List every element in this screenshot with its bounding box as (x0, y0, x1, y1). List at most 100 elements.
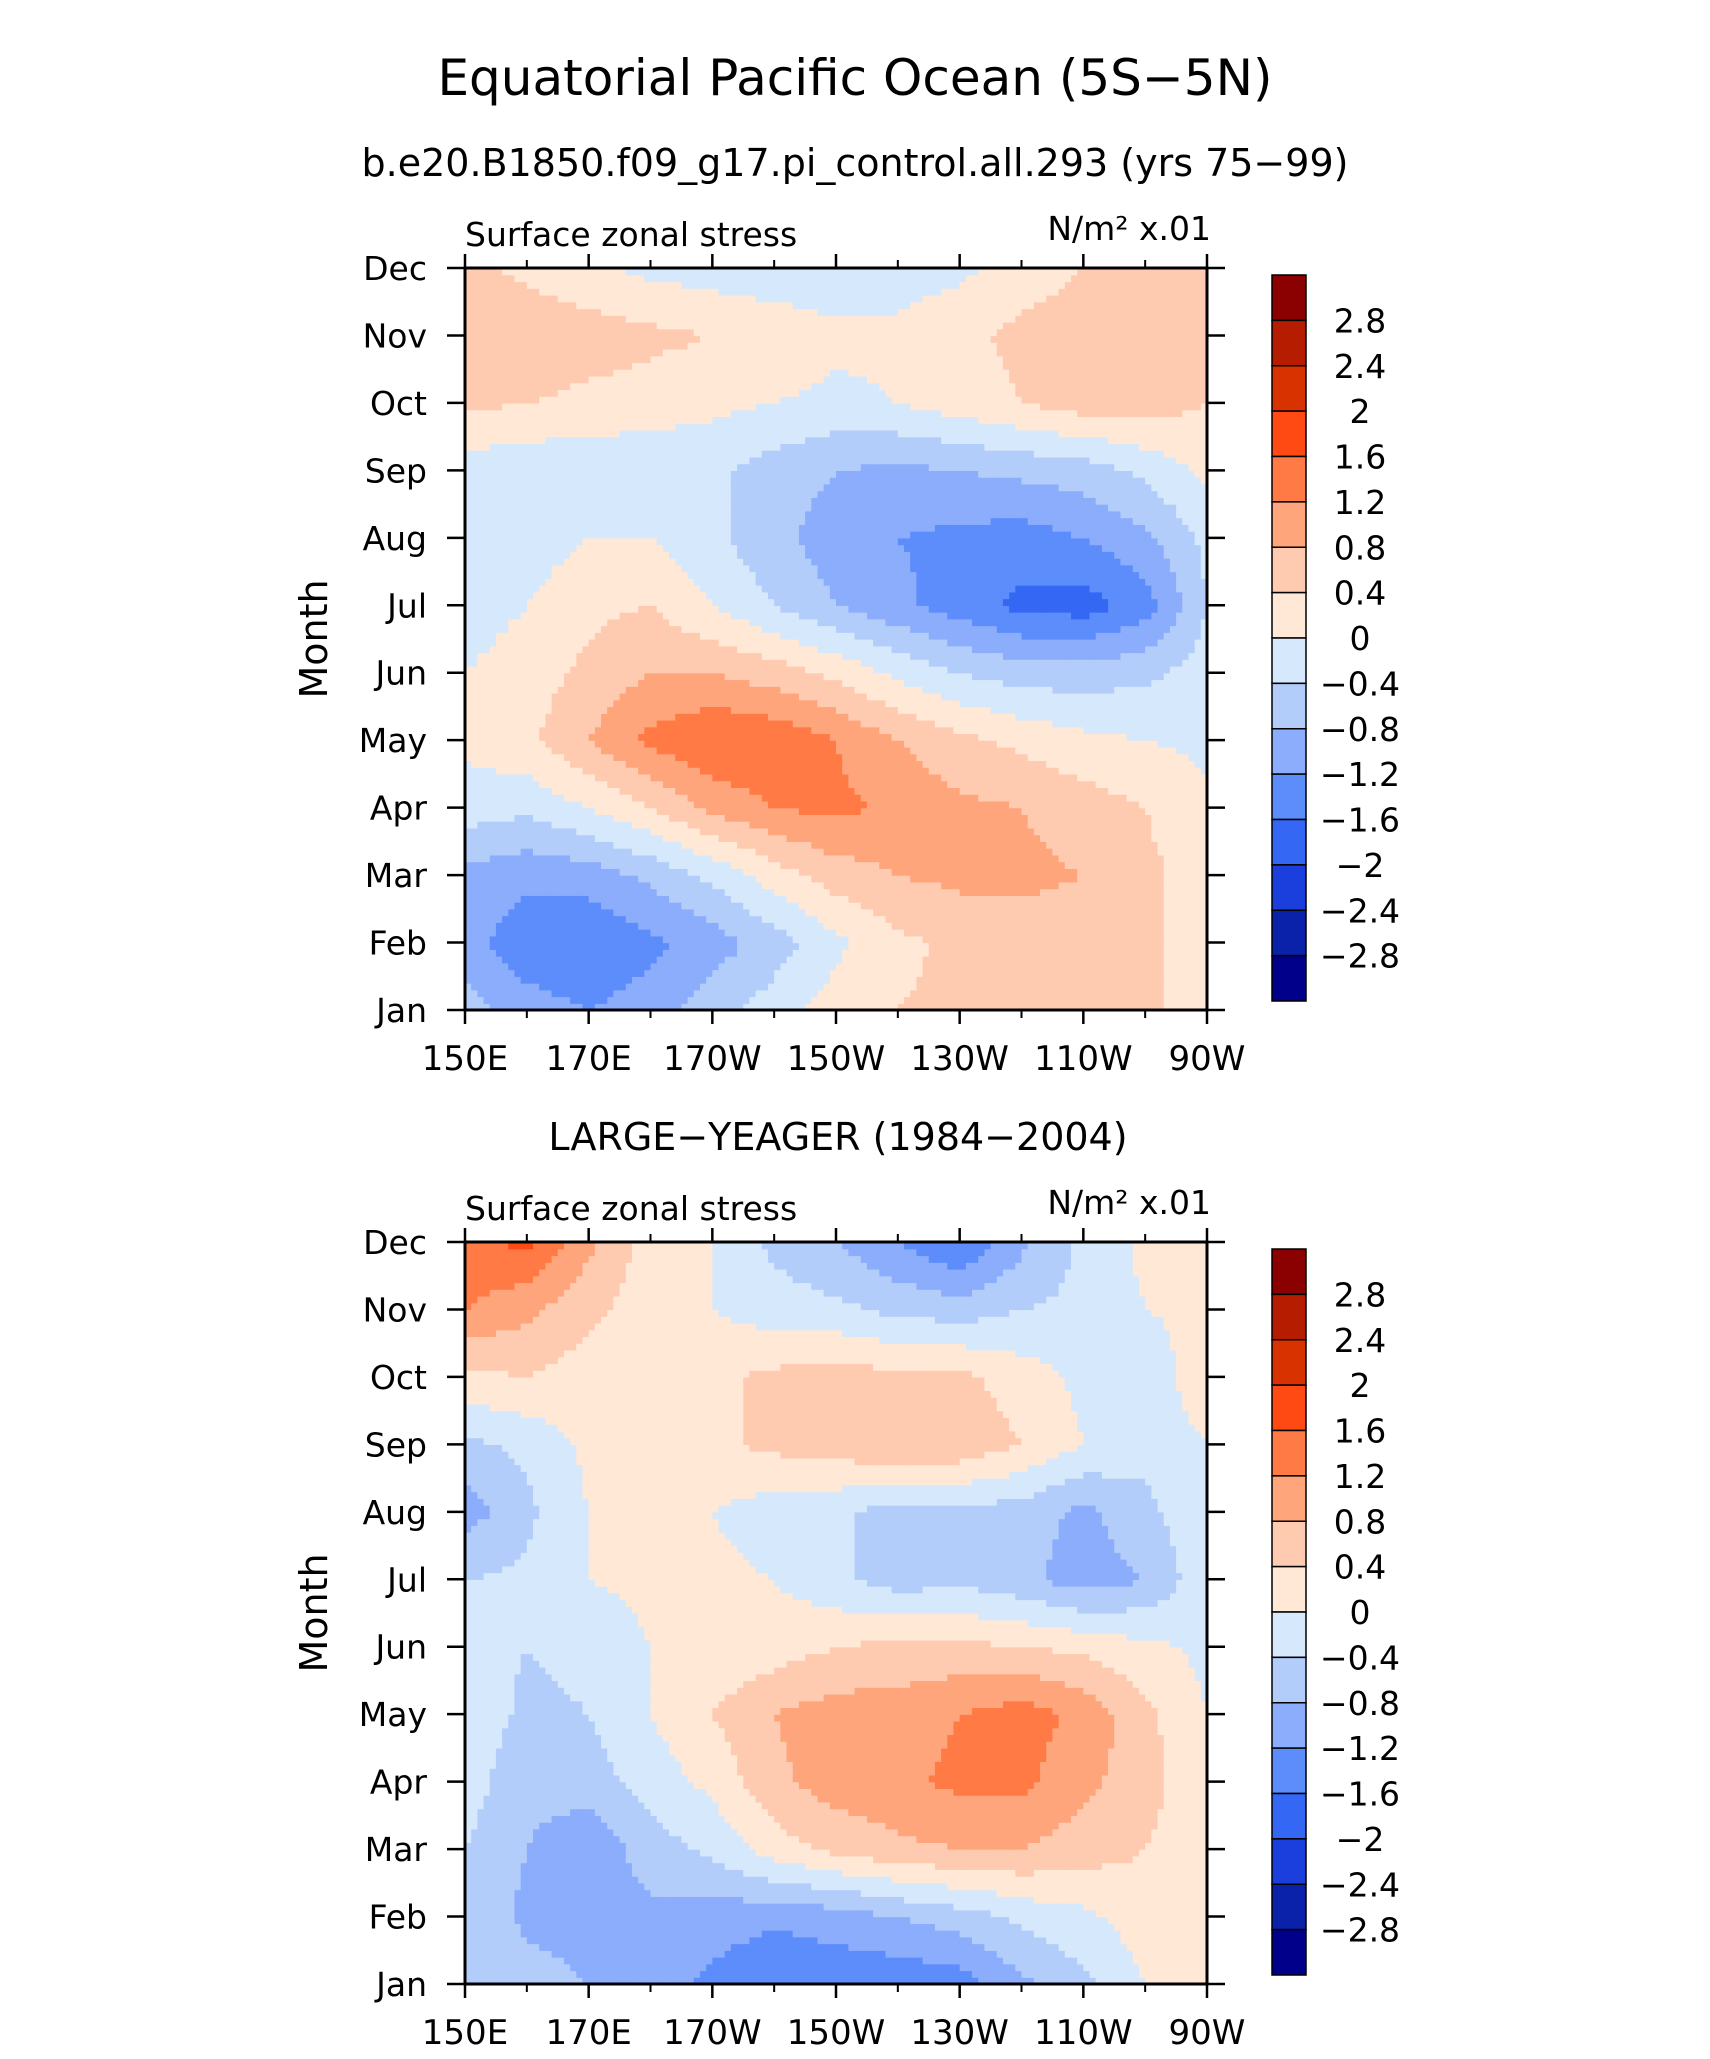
contour-cell (743, 936, 750, 943)
contour-cell (1133, 895, 1140, 902)
contour-cell (1188, 976, 1195, 983)
contour-cell (694, 801, 701, 808)
contour-cell (811, 754, 818, 761)
contour-cell (997, 936, 1004, 943)
contour-cell (669, 936, 676, 943)
contour-cell (582, 936, 589, 943)
contour-cell (706, 862, 713, 869)
contour-cell (873, 760, 880, 767)
contour-cell (842, 970, 849, 977)
contour-cell (1022, 983, 1029, 990)
contour-cell (657, 956, 664, 963)
contour-cell (855, 889, 862, 896)
contour-cell (879, 747, 886, 754)
contour-cell (861, 936, 868, 943)
contour-cell (1139, 767, 1146, 774)
contour-cell (496, 781, 503, 788)
contour-cell (929, 841, 936, 848)
contour-cell (910, 868, 917, 875)
contour-cell (743, 774, 750, 781)
contour-cell (613, 990, 620, 997)
contour-cell (811, 882, 818, 889)
contour-cell (1059, 794, 1066, 801)
contour-cell (867, 970, 874, 977)
contour-cell (960, 848, 967, 855)
contour-cell (725, 841, 732, 848)
contour-cell (885, 963, 892, 970)
contour-cell (595, 976, 602, 983)
contour-cell (564, 902, 571, 909)
contour-cell (1158, 902, 1165, 909)
contour-cell (762, 929, 769, 936)
contour-cell (892, 868, 899, 875)
contour-cell (496, 956, 503, 963)
contour-cell (929, 922, 936, 929)
contour-cell (589, 760, 596, 767)
contour-cell (712, 895, 719, 902)
contour-cell (898, 963, 905, 970)
contour-cell (978, 841, 985, 848)
contour-cell (805, 909, 812, 916)
contour-cell (1120, 922, 1127, 929)
contour-cell (558, 740, 565, 747)
contour-cell (991, 970, 998, 977)
contour-cell (601, 916, 608, 923)
contour-cell (861, 889, 868, 896)
contour-cell (953, 949, 960, 956)
contour-cell (1096, 916, 1103, 923)
contour-cell (904, 976, 911, 983)
contour-cell (1040, 909, 1047, 916)
contour-cell (1083, 929, 1090, 936)
contour-cell (749, 828, 756, 835)
contour-cell (799, 943, 806, 950)
contour-cell (910, 848, 917, 855)
contour-cell (885, 882, 892, 889)
contour-cell (1028, 922, 1035, 929)
contour-cell (725, 808, 732, 815)
contour-cell (694, 916, 701, 923)
contour-cell (471, 936, 478, 943)
contour-cell (1170, 747, 1177, 754)
contour-cell (1003, 794, 1010, 801)
contour-cell (910, 976, 917, 983)
contour-cell (589, 821, 596, 828)
contour-cell (1003, 760, 1010, 767)
contour-cell (1195, 916, 1202, 923)
contour-cell (1022, 767, 1029, 774)
contour-cell (1145, 916, 1152, 923)
contour-cell (848, 740, 855, 747)
contour-cell (552, 983, 559, 990)
contour-cell (533, 889, 540, 896)
contour-cell (700, 956, 707, 963)
contour-cell (1133, 909, 1140, 916)
contour-cell (923, 841, 930, 848)
contour-cell (1176, 895, 1183, 902)
contour-cell (564, 936, 571, 943)
contour-cell (935, 909, 942, 916)
contour-cell (1071, 889, 1078, 896)
contour-cell (1034, 922, 1041, 929)
contour-cell (651, 801, 658, 808)
contour-cell (502, 875, 509, 882)
contour-cell (508, 990, 515, 997)
contour-cell (1034, 997, 1041, 1004)
contour-cell (595, 875, 602, 882)
contour-cell (731, 936, 738, 943)
contour-cell (1102, 754, 1109, 761)
contour-cell (904, 733, 911, 740)
contour-cell (861, 787, 868, 794)
contour-cell (1114, 828, 1121, 835)
contour-cell (582, 828, 589, 835)
contour-cell (477, 875, 484, 882)
contour-cell (1034, 801, 1041, 808)
contour-cell (657, 787, 664, 794)
contour-cell (484, 848, 491, 855)
contour-cell (632, 848, 639, 855)
contour-cell (675, 814, 682, 821)
contour-cell (960, 956, 967, 963)
contour-cell (700, 922, 707, 929)
contour-cell (570, 990, 577, 997)
contour-cell (688, 855, 695, 862)
contour-cell (953, 970, 960, 977)
contour-cell (719, 733, 726, 740)
